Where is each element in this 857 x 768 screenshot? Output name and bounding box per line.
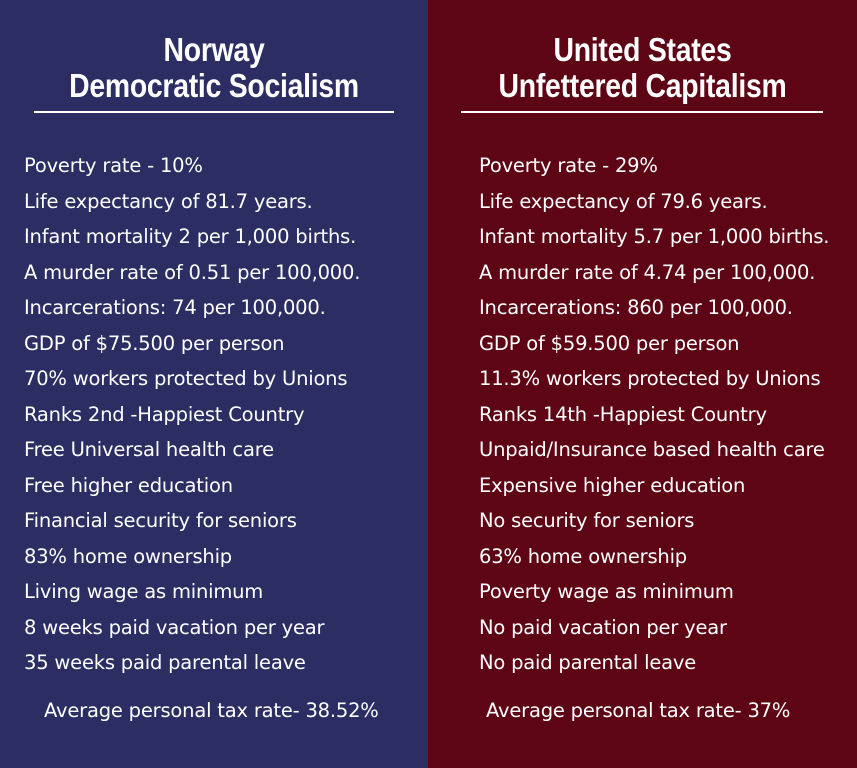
usa-fact-happiness-rank: Ranks 14th -Happiest Country (479, 402, 767, 426)
usa-fact-parental-leave: No paid parental leave (479, 651, 697, 674)
norway-fact-health-care: Free Universal health care (24, 438, 274, 461)
usa-fact-incarcerations: Incarcerations: 860 per 100,000. (479, 296, 793, 319)
norway-fact-life-expectancy: Life expectancy of 81.7 years. (24, 189, 313, 213)
usa-title: United States (553, 31, 732, 68)
usa-panel: United States Unfettered Capitalism Pove… (428, 0, 857, 768)
norway-fact-gdp: GDP of $75.500 per person (24, 331, 285, 355)
usa-facts-list: Poverty rate - 29% Life expectancy of 79… (479, 148, 829, 681)
norway-fact-murder-rate: A murder rate of 0.51 per 100,000. (24, 260, 361, 284)
norway-fact-unions: 70% workers protected by Unions (24, 367, 348, 390)
usa-fact-life-expectancy: Life expectancy of 79.6 years. (479, 189, 768, 213)
usa-tax-rate: Average personal tax rate- 37% (486, 699, 791, 722)
norway-fact-infant-mortality: Infant mortality 2 per 1,000 births. (24, 225, 357, 248)
usa-heading-underline (461, 111, 823, 113)
norway-fact-minimum-wage: Living wage as minimum (24, 580, 264, 603)
usa-fact-vacation: No paid vacation per year (479, 615, 727, 639)
usa-heading: United States Unfettered Capitalism (458, 32, 827, 104)
norway-heading: Norway Democratic Socialism (30, 32, 398, 104)
norway-facts-list: Poverty rate - 10% Life expectancy of 81… (24, 148, 360, 681)
norway-fact-seniors: Financial security for seniors (24, 509, 297, 532)
norway-title: Norway (163, 31, 265, 68)
norway-fact-vacation: 8 weeks paid vacation per year (24, 615, 325, 639)
usa-fact-infant-mortality: Infant mortality 5.7 per 1,000 births. (479, 225, 830, 248)
usa-fact-gdp: GDP of $59.500 per person (479, 331, 740, 355)
usa-fact-unions: 11.3% workers protected by Unions (479, 367, 821, 390)
norway-subtitle: Democratic Socialism (69, 67, 359, 104)
norway-fact-home-ownership: 83% home ownership (24, 544, 232, 568)
usa-fact-minimum-wage: Poverty wage as minimum (479, 580, 734, 603)
norway-fact-happiness-rank: Ranks 2nd -Happiest Country (24, 402, 305, 426)
norway-fact-higher-education: Free higher education (24, 473, 233, 497)
norway-panel: Norway Democratic Socialism Poverty rate… (0, 0, 428, 768)
norway-heading-underline (34, 111, 394, 113)
usa-fact-murder-rate: A murder rate of 4.74 per 100,000. (479, 260, 816, 284)
norway-fact-incarcerations: Incarcerations: 74 per 100,000. (24, 296, 326, 319)
norway-fact-poverty-rate: Poverty rate - 10% (24, 154, 203, 177)
usa-fact-poverty-rate: Poverty rate - 29% (479, 154, 658, 177)
usa-fact-seniors: No security for seniors (479, 509, 695, 532)
norway-tax-rate: Average personal tax rate- 38.52% (44, 699, 379, 722)
usa-subtitle: Unfettered Capitalism (498, 67, 787, 104)
usa-fact-health-care: Unpaid/Insurance based health care (479, 438, 825, 461)
usa-fact-higher-education: Expensive higher education (479, 473, 746, 497)
norway-fact-parental-leave: 35 weeks paid parental leave (24, 651, 306, 674)
usa-fact-home-ownership: 63% home ownership (479, 544, 687, 568)
